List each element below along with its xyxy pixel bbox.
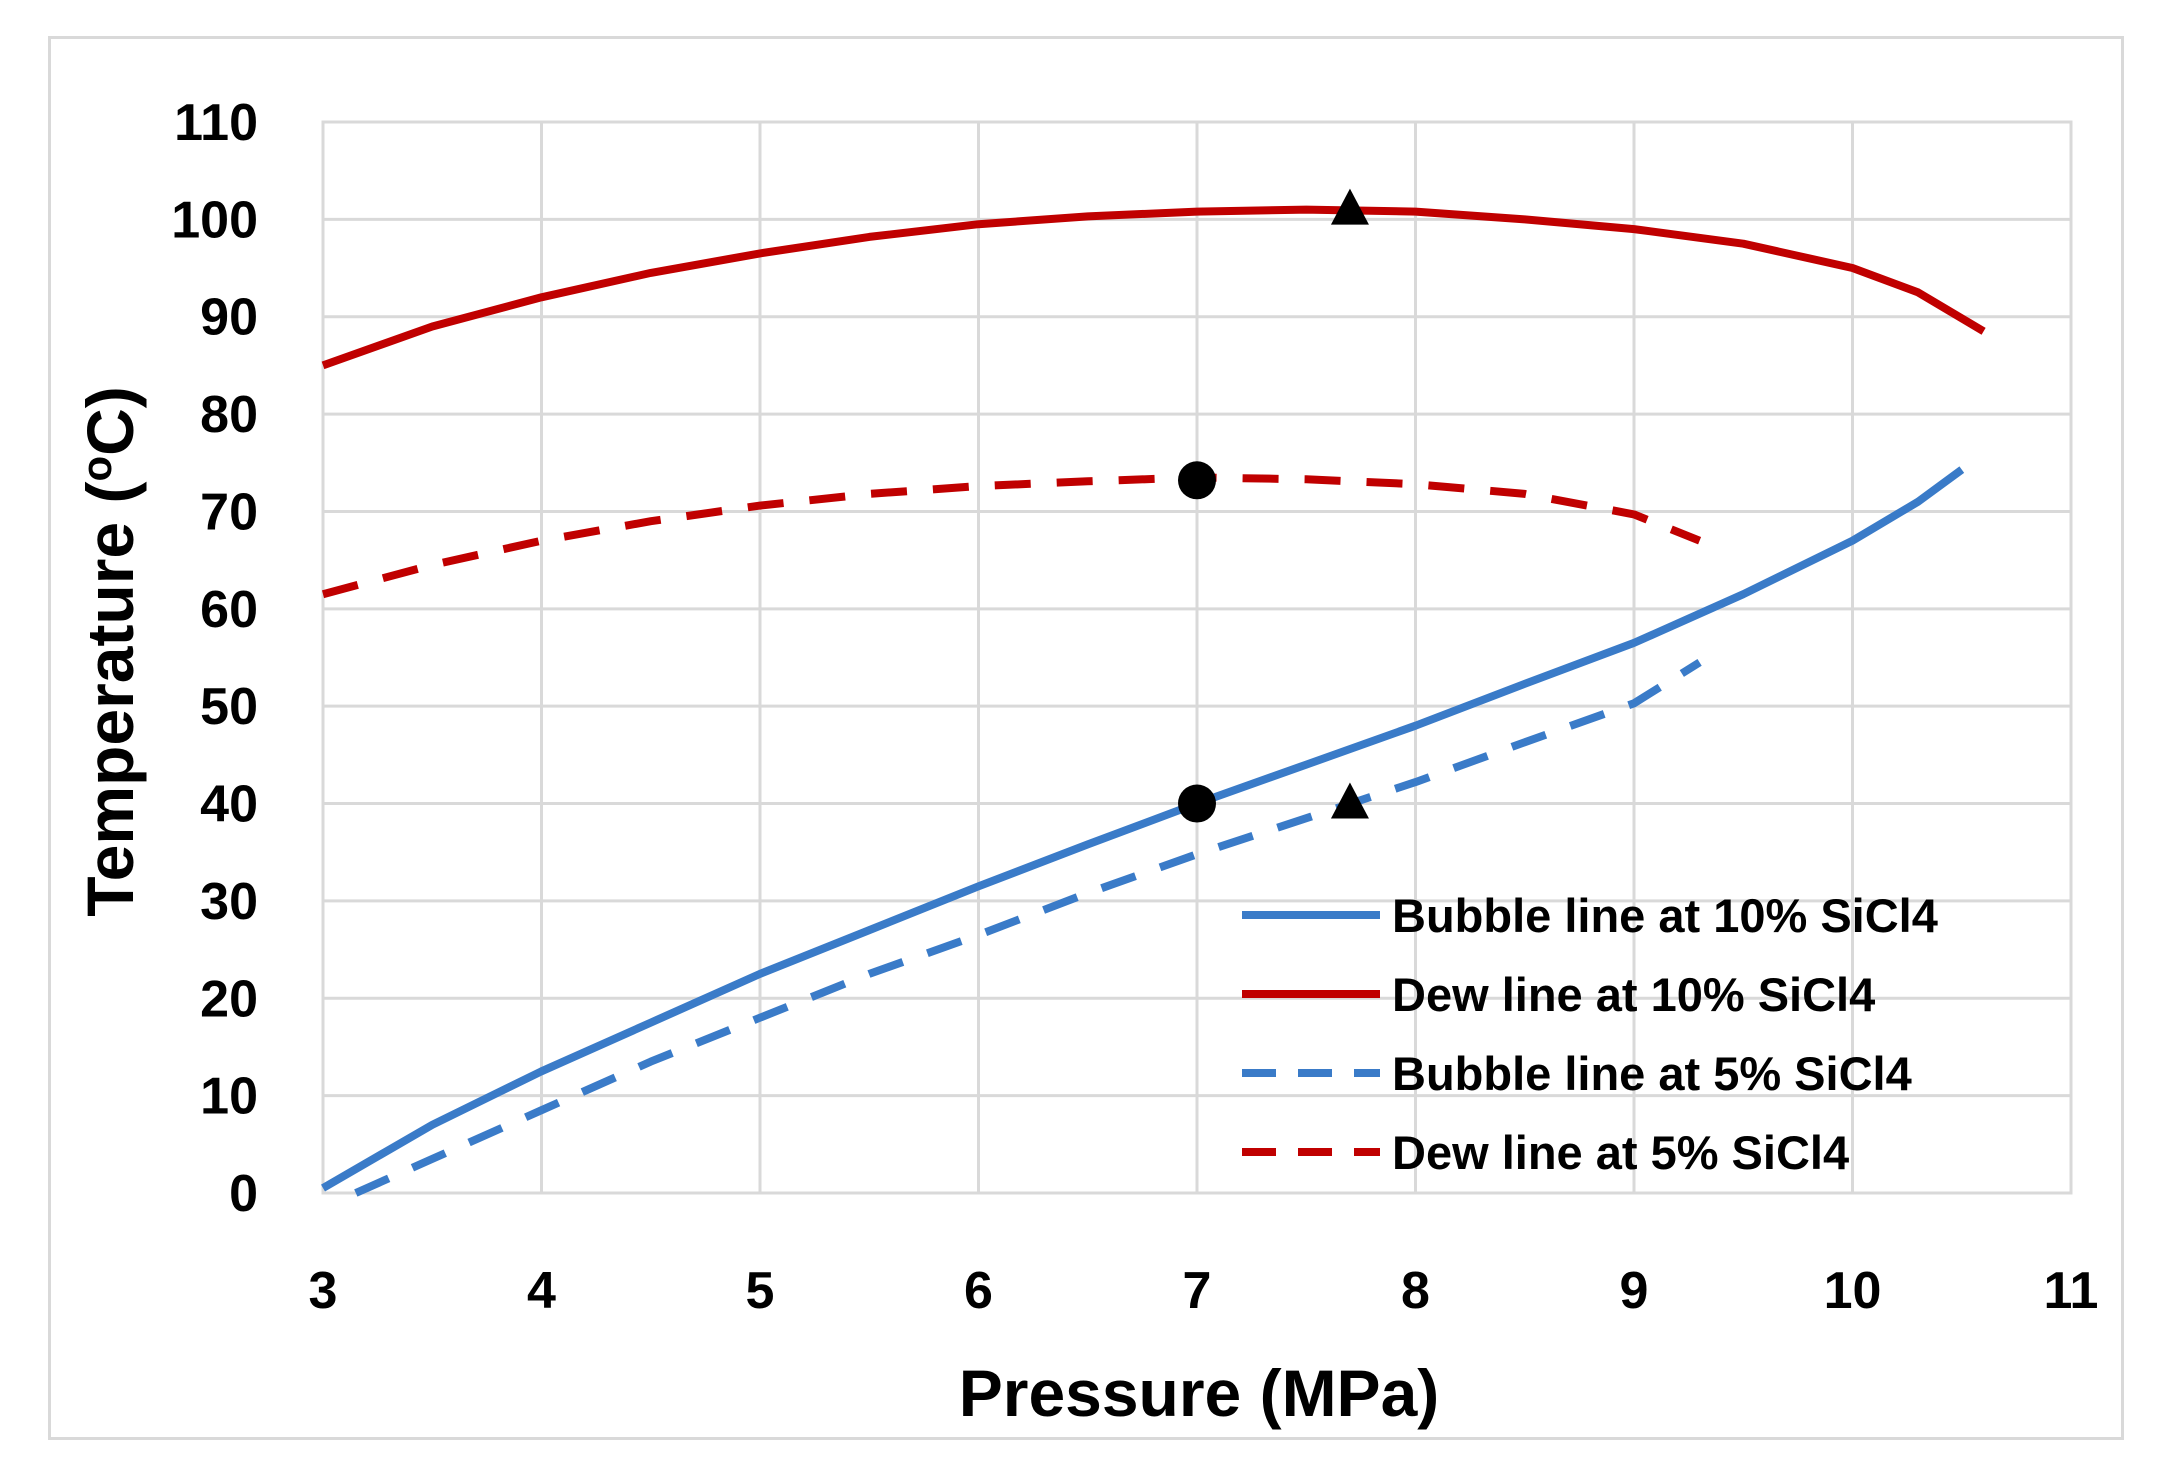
- x-tick-label: 6: [964, 1262, 993, 1320]
- x-tick-label: 9: [1620, 1262, 1649, 1320]
- x-tick-label: 8: [1401, 1262, 1430, 1320]
- grid: [321, 120, 2073, 1195]
- y-tick-label: 90: [200, 289, 258, 347]
- y-tick-label: 100: [171, 191, 258, 249]
- legend-label-2: Dew line at 10% SiCl4: [1392, 968, 1875, 1021]
- x-tick-label: 11: [2044, 1262, 2099, 1320]
- triangle-marker: [1330, 188, 1369, 225]
- legend: Bubble line at 10% SiCl4 Dew line at 10% …: [1242, 889, 1938, 1179]
- y-tick-label: 40: [200, 776, 258, 834]
- y-tick-label: 0: [229, 1165, 258, 1223]
- y-axis-title: Temperature (oC): [73, 386, 147, 917]
- y-axis-ticks: 0 10 20 30 40 50 60 70 80 90 100 110: [171, 94, 258, 1223]
- y-axis-title-end: C): [73, 386, 147, 456]
- markers-layer: [1178, 188, 1369, 823]
- y-tick-label: 80: [200, 386, 258, 444]
- triangle-marker: [1330, 782, 1369, 819]
- series-layer: [320, 205, 1986, 1197]
- series-line-4: [321, 473, 1702, 599]
- circle-marker: [1178, 784, 1216, 823]
- x-tick-label: 4: [527, 1262, 556, 1320]
- y-axis-title-main: Temperature (: [73, 482, 147, 917]
- y-tick-label: 10: [200, 1068, 258, 1126]
- y-tick-label: 110: [174, 94, 258, 152]
- x-tick-label: 10: [1824, 1262, 1882, 1320]
- x-axis-ticks: 3 4 5 6 7 8 9 10 11: [309, 1262, 2099, 1320]
- plot-area: [321, 120, 2073, 1195]
- x-tick-label: 3: [309, 1262, 338, 1320]
- y-tick-label: 50: [200, 678, 258, 736]
- legend-label-1: Bubble line at 10% SiCl4: [1392, 889, 1938, 942]
- series-line-2: [321, 205, 1986, 370]
- x-tick-label: 7: [1183, 1262, 1212, 1320]
- legend-label-4: Dew line at 5% SiCl4: [1392, 1126, 1849, 1179]
- x-tick-label: 5: [746, 1262, 775, 1320]
- circle-marker: [1178, 461, 1216, 500]
- y-tick-label: 30: [200, 873, 258, 931]
- y-tick-label: 20: [200, 970, 258, 1028]
- y-axis-title-superscript: o: [73, 456, 120, 482]
- x-axis-title: Pressure (MPa): [959, 1356, 1440, 1430]
- chart-frame: [48, 36, 2124, 1440]
- y-tick-label: 60: [200, 581, 258, 639]
- y-tick-label: 70: [200, 483, 258, 541]
- legend-label-3: Bubble line at 5% SiCl4: [1392, 1047, 1912, 1100]
